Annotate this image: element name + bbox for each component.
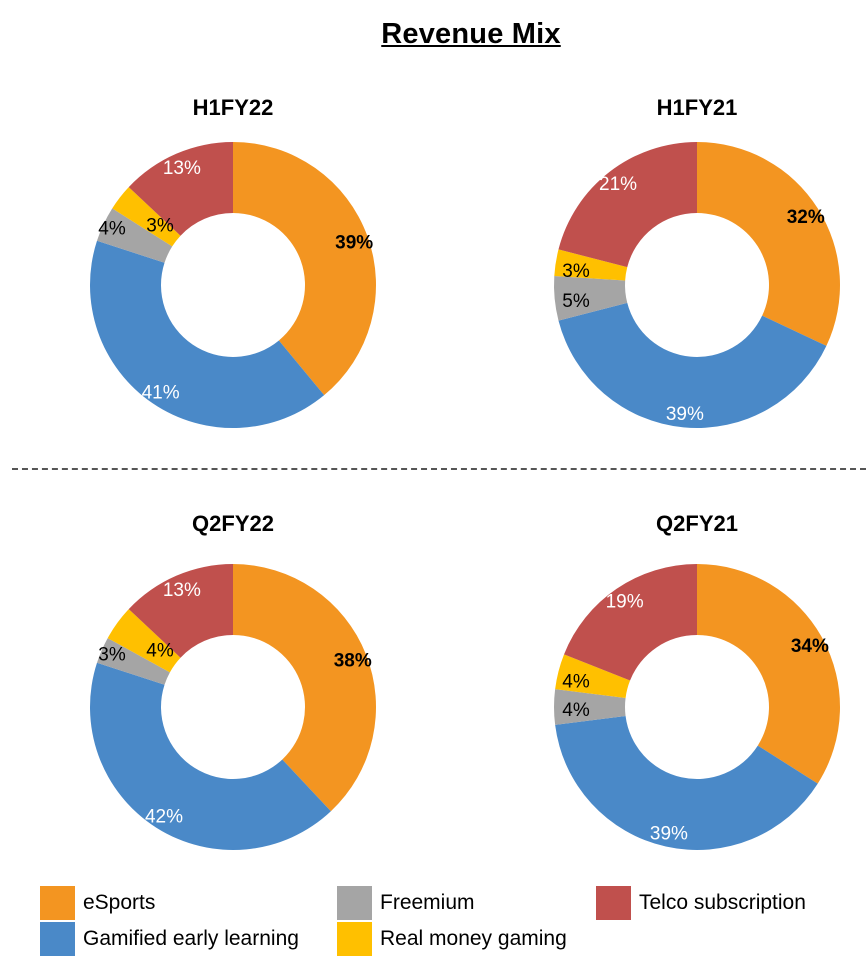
data-label-real-money-gaming: 4% [146, 640, 174, 661]
slice-telco-subscription [128, 564, 233, 658]
data-label-freemium: 4% [98, 219, 126, 240]
donut-title-h1fy22: H1FY22 [192, 95, 274, 120]
slice-telco-subscription [564, 564, 697, 681]
slice-real-money-gaming [554, 249, 628, 281]
slice-real-money-gaming [107, 609, 181, 673]
legend-swatch [337, 886, 372, 920]
data-label-freemium: 3% [98, 645, 126, 666]
data-label-telco-subscription: 13% [163, 580, 201, 601]
slice-real-money-gaming [112, 187, 181, 247]
legend-swatch [40, 886, 75, 920]
data-label-telco-subscription: 21% [599, 174, 637, 195]
legend-label: eSports [83, 891, 156, 914]
legend-label: Real money gaming [380, 927, 567, 950]
slice-esports [697, 564, 840, 784]
slice-esports [233, 564, 376, 812]
data-label-esports: 34% [791, 636, 829, 657]
data-label-real-money-gaming: 4% [562, 672, 590, 693]
data-label-esports: 39% [335, 232, 373, 253]
legend-label: Gamified early learning [83, 927, 299, 950]
slice-telco-subscription [128, 142, 233, 236]
slice-freemium [96, 638, 170, 685]
data-label-freemium: 4% [562, 700, 590, 721]
donut-title-h1fy21: H1FY21 [656, 95, 738, 120]
slice-gamified-early-learning [90, 662, 331, 850]
slice-esports [233, 142, 376, 396]
data-label-real-money-gaming: 3% [146, 215, 174, 236]
data-label-esports: 38% [334, 651, 372, 672]
slice-gamified-early-learning [555, 716, 818, 851]
chart-title: Revenue Mix [381, 18, 561, 50]
slice-gamified-early-learning [558, 302, 827, 428]
data-label-esports: 32% [787, 207, 825, 228]
data-label-gamified-early-learning: 39% [650, 824, 688, 845]
slice-freemium [554, 689, 626, 725]
legend-item-gamified-early-learning: Gamified early learning [40, 921, 299, 957]
data-label-telco-subscription: 13% [163, 158, 201, 179]
donut-h1fy22: 39% 41% 4% 3% 13% [90, 142, 376, 428]
legend-item-telco-subscription: Telco subscription [596, 885, 806, 921]
donut-q2fy22: 38% 42% 3% 4% 13% [90, 564, 376, 850]
legend-label: Freemium [380, 891, 475, 914]
data-label-gamified-early-learning: 42% [145, 807, 183, 828]
legend-swatch [40, 922, 75, 956]
legend-swatch [337, 922, 372, 956]
donut-title-q2fy21: Q2FY21 [656, 511, 738, 536]
legend-item-esports: eSports [40, 885, 155, 921]
legend-swatch [596, 886, 631, 920]
data-label-gamified-early-learning: 41% [142, 383, 180, 404]
donut-h1fy21: 32% 39% 5% 3% 21% [554, 142, 840, 428]
data-label-gamified-early-learning: 39% [666, 404, 704, 425]
donut-q2fy21: 34% 39% 4% 4% 19% [554, 564, 840, 851]
donut-title-q2fy22: Q2FY22 [192, 511, 274, 536]
legend-label: Telco subscription [639, 891, 806, 914]
slice-freemium [96, 208, 173, 263]
data-label-telco-subscription: 19% [606, 591, 644, 612]
legend-item-real-money-gaming: Real money gaming [337, 921, 567, 957]
slice-gamified-early-learning [90, 240, 325, 428]
slice-telco-subscription [558, 142, 697, 268]
legend-item-freemium: Freemium [337, 885, 475, 921]
slice-freemium [554, 276, 628, 321]
section-divider [12, 468, 866, 470]
data-label-real-money-gaming: 3% [562, 261, 590, 282]
slice-esports [697, 142, 840, 346]
slice-real-money-gaming [555, 654, 631, 698]
data-label-freemium: 5% [562, 291, 590, 312]
